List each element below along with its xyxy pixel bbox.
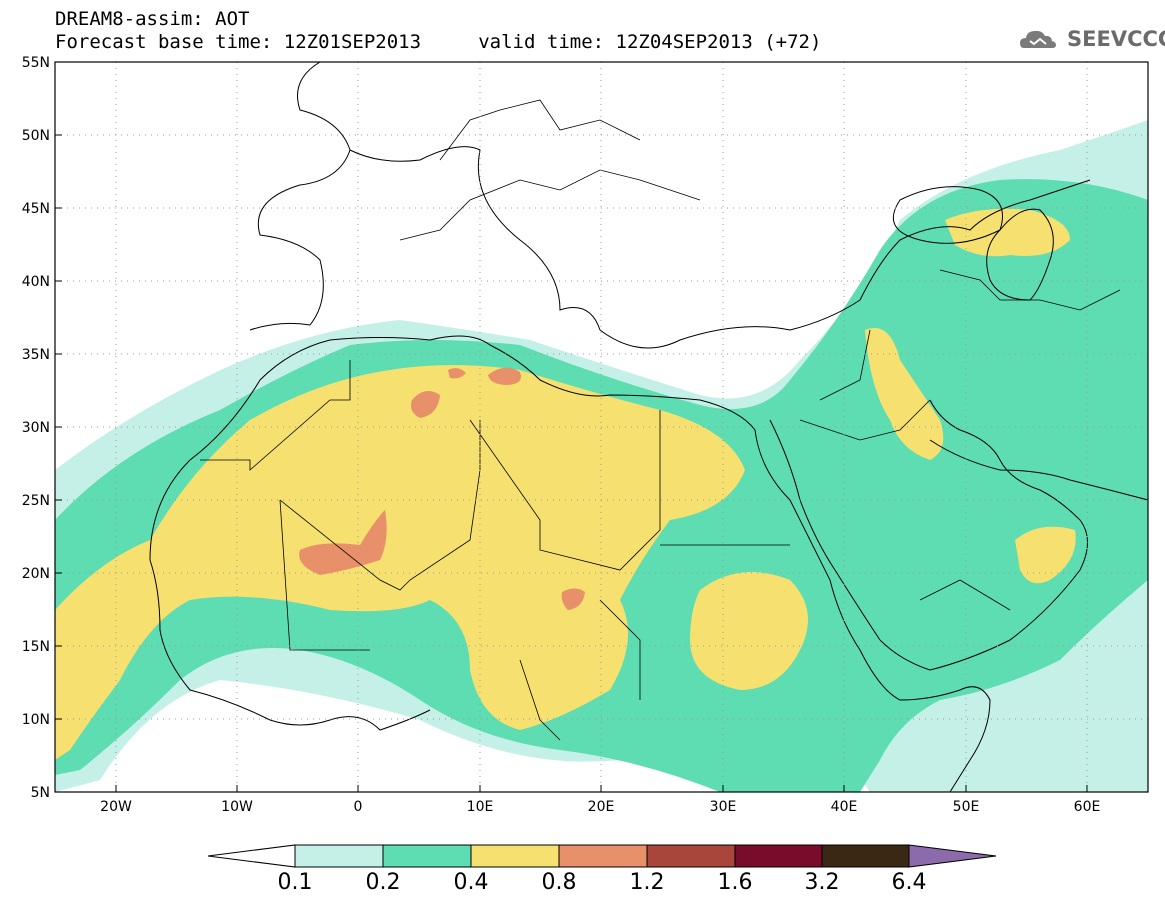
border bbox=[919, 579, 1011, 611]
colorbar-box bbox=[734, 844, 823, 868]
aot-level-0-8-area bbox=[411, 391, 440, 418]
colorbar-box bbox=[294, 844, 384, 868]
lat-label: 50N bbox=[22, 128, 50, 144]
red-sea-east-coast bbox=[769, 419, 881, 641]
lat-label: 35N bbox=[22, 347, 50, 363]
border bbox=[939, 269, 1121, 311]
border bbox=[819, 329, 871, 401]
colorbar-box bbox=[558, 844, 648, 868]
lat-label: 20N bbox=[22, 566, 50, 582]
aot-level-0-8-area bbox=[561, 588, 585, 610]
aot-level-0-4-area bbox=[865, 328, 944, 460]
axis-ticks bbox=[55, 61, 1088, 793]
aot-level-0-4-area bbox=[55, 365, 745, 760]
gridlines bbox=[55, 62, 1148, 792]
colorbar-label: 1.2 bbox=[629, 870, 665, 895]
colorbar-under-arrow bbox=[207, 844, 296, 868]
aot-shading bbox=[55, 120, 1148, 792]
lon-label: 20E bbox=[588, 799, 615, 815]
lon-label: 10W bbox=[221, 799, 253, 815]
lon-label: 40E bbox=[831, 799, 858, 815]
border bbox=[439, 99, 641, 161]
coastlines bbox=[149, 62, 1148, 792]
aot-level-0-4-area bbox=[690, 572, 808, 690]
seevccc-logo-text: SEEVCCC bbox=[1067, 27, 1165, 51]
europe-coastline bbox=[249, 62, 1091, 349]
seevccc-logo-cloud-icon bbox=[1020, 30, 1056, 48]
border bbox=[279, 499, 370, 651]
colorbar-box bbox=[470, 844, 560, 868]
map-title: DREAM8-assim: AOT bbox=[55, 8, 250, 30]
colorbar-label: 0.4 bbox=[453, 870, 489, 895]
colorbar-label: 1.6 bbox=[717, 870, 753, 895]
arabia-coastline bbox=[879, 399, 1088, 671]
colorbar-label: 6.4 bbox=[891, 870, 927, 895]
map-subtitle: Forecast base time: 12Z01SEP2013 valid t… bbox=[55, 31, 822, 53]
lat-label: 25N bbox=[22, 493, 50, 509]
border bbox=[469, 410, 661, 571]
colorbar-label: 0.8 bbox=[541, 870, 577, 895]
aot-level-0-8-area bbox=[488, 367, 521, 385]
colorbar-label: 3.2 bbox=[804, 870, 840, 895]
colorbar-box bbox=[646, 844, 736, 868]
lon-label: 60E bbox=[1074, 799, 1101, 815]
africa-coastline bbox=[149, 335, 991, 792]
lon-label: 30E bbox=[710, 799, 737, 815]
lat-label: 15N bbox=[22, 639, 50, 655]
black-sea-coastline bbox=[892, 186, 1003, 244]
africa-west-coast bbox=[149, 559, 431, 731]
lat-label: 5N bbox=[31, 785, 50, 801]
aot-level-0-4-area bbox=[1015, 526, 1076, 584]
border bbox=[200, 360, 351, 471]
longitude-labels: 20W 10W 0 10E 20E 30E 40E 50E 60E bbox=[100, 799, 1100, 815]
colorbar-label: 0.1 bbox=[277, 870, 313, 895]
aot-level-0-8-area bbox=[448, 368, 466, 379]
aot-level-0-4-area bbox=[945, 208, 1070, 257]
latitude-labels: 55N 50N 45N 40N 35N 30N 25N 20N 15N 10N … bbox=[22, 55, 50, 801]
lat-label: 55N bbox=[22, 55, 50, 71]
border bbox=[599, 599, 641, 700]
persian-gulf-coast bbox=[929, 439, 1148, 501]
border bbox=[799, 399, 931, 441]
lat-label: 30N bbox=[22, 420, 50, 436]
lon-label: 50E bbox=[953, 799, 980, 815]
lon-label: 10E bbox=[467, 799, 494, 815]
border bbox=[399, 169, 701, 241]
lon-label: 0 bbox=[354, 799, 363, 815]
border bbox=[519, 659, 561, 741]
colorbar-label: 0.2 bbox=[365, 870, 401, 895]
colorbar bbox=[207, 844, 997, 868]
aot-level-0-8-area bbox=[299, 510, 387, 575]
colorbar-box bbox=[382, 844, 472, 868]
lat-label: 40N bbox=[22, 274, 50, 290]
caspian-coastline bbox=[986, 208, 1054, 301]
country-borders bbox=[200, 99, 1121, 741]
lon-label: 20W bbox=[100, 799, 132, 815]
colorbar-box bbox=[821, 844, 910, 868]
lat-label: 45N bbox=[22, 201, 50, 217]
lat-label: 10N bbox=[22, 712, 50, 728]
colorbar-over-arrow bbox=[908, 844, 997, 868]
